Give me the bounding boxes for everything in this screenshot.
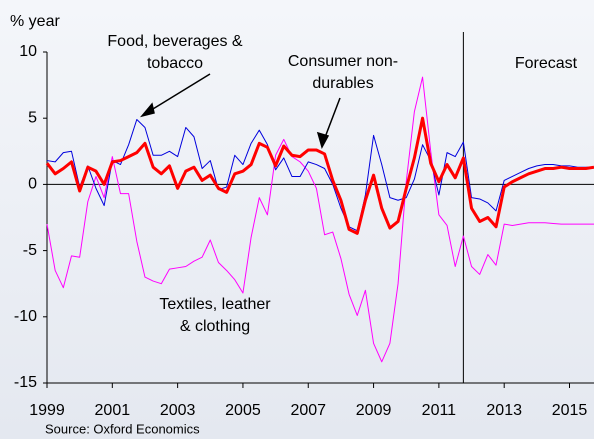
annotation: Consumer non-: [288, 53, 398, 70]
y-tick-label: -5: [23, 242, 37, 259]
y-tick-label: -10: [14, 308, 37, 325]
x-tick-label: 2005: [225, 402, 261, 419]
y-tick-label: 0: [28, 176, 37, 193]
series-line: [46, 119, 594, 232]
annotation: & clothing: [180, 318, 250, 335]
x-tick-label: 2015: [552, 402, 588, 419]
forecast-label: Forecast: [515, 55, 578, 72]
x-tick-label: 2003: [160, 402, 196, 419]
series-line: [45, 116, 594, 235]
x-tick-label: 2013: [486, 402, 522, 419]
annotation-arrows: [139, 73, 341, 149]
x-tick-label: 1999: [29, 402, 65, 419]
annotation: Textiles, leather: [159, 296, 271, 313]
x-tick-label: 2011: [422, 402, 457, 419]
annotation: tobacco: [147, 55, 203, 72]
source: Source: Oxford Economics: [45, 421, 200, 436]
y-axis-label: % year: [10, 13, 60, 30]
y-tick-label: 5: [28, 109, 37, 126]
y-tick-label: 10: [19, 43, 37, 60]
x-tick-label: 2001: [95, 402, 131, 419]
series-line: [46, 76, 594, 363]
annotation: Food, beverages &: [107, 33, 243, 50]
x-tick-label: 2009: [356, 402, 392, 419]
x-tick-label: 2007: [290, 402, 326, 419]
y-tick-label: -15: [14, 374, 37, 391]
annotation: durables: [312, 75, 373, 92]
